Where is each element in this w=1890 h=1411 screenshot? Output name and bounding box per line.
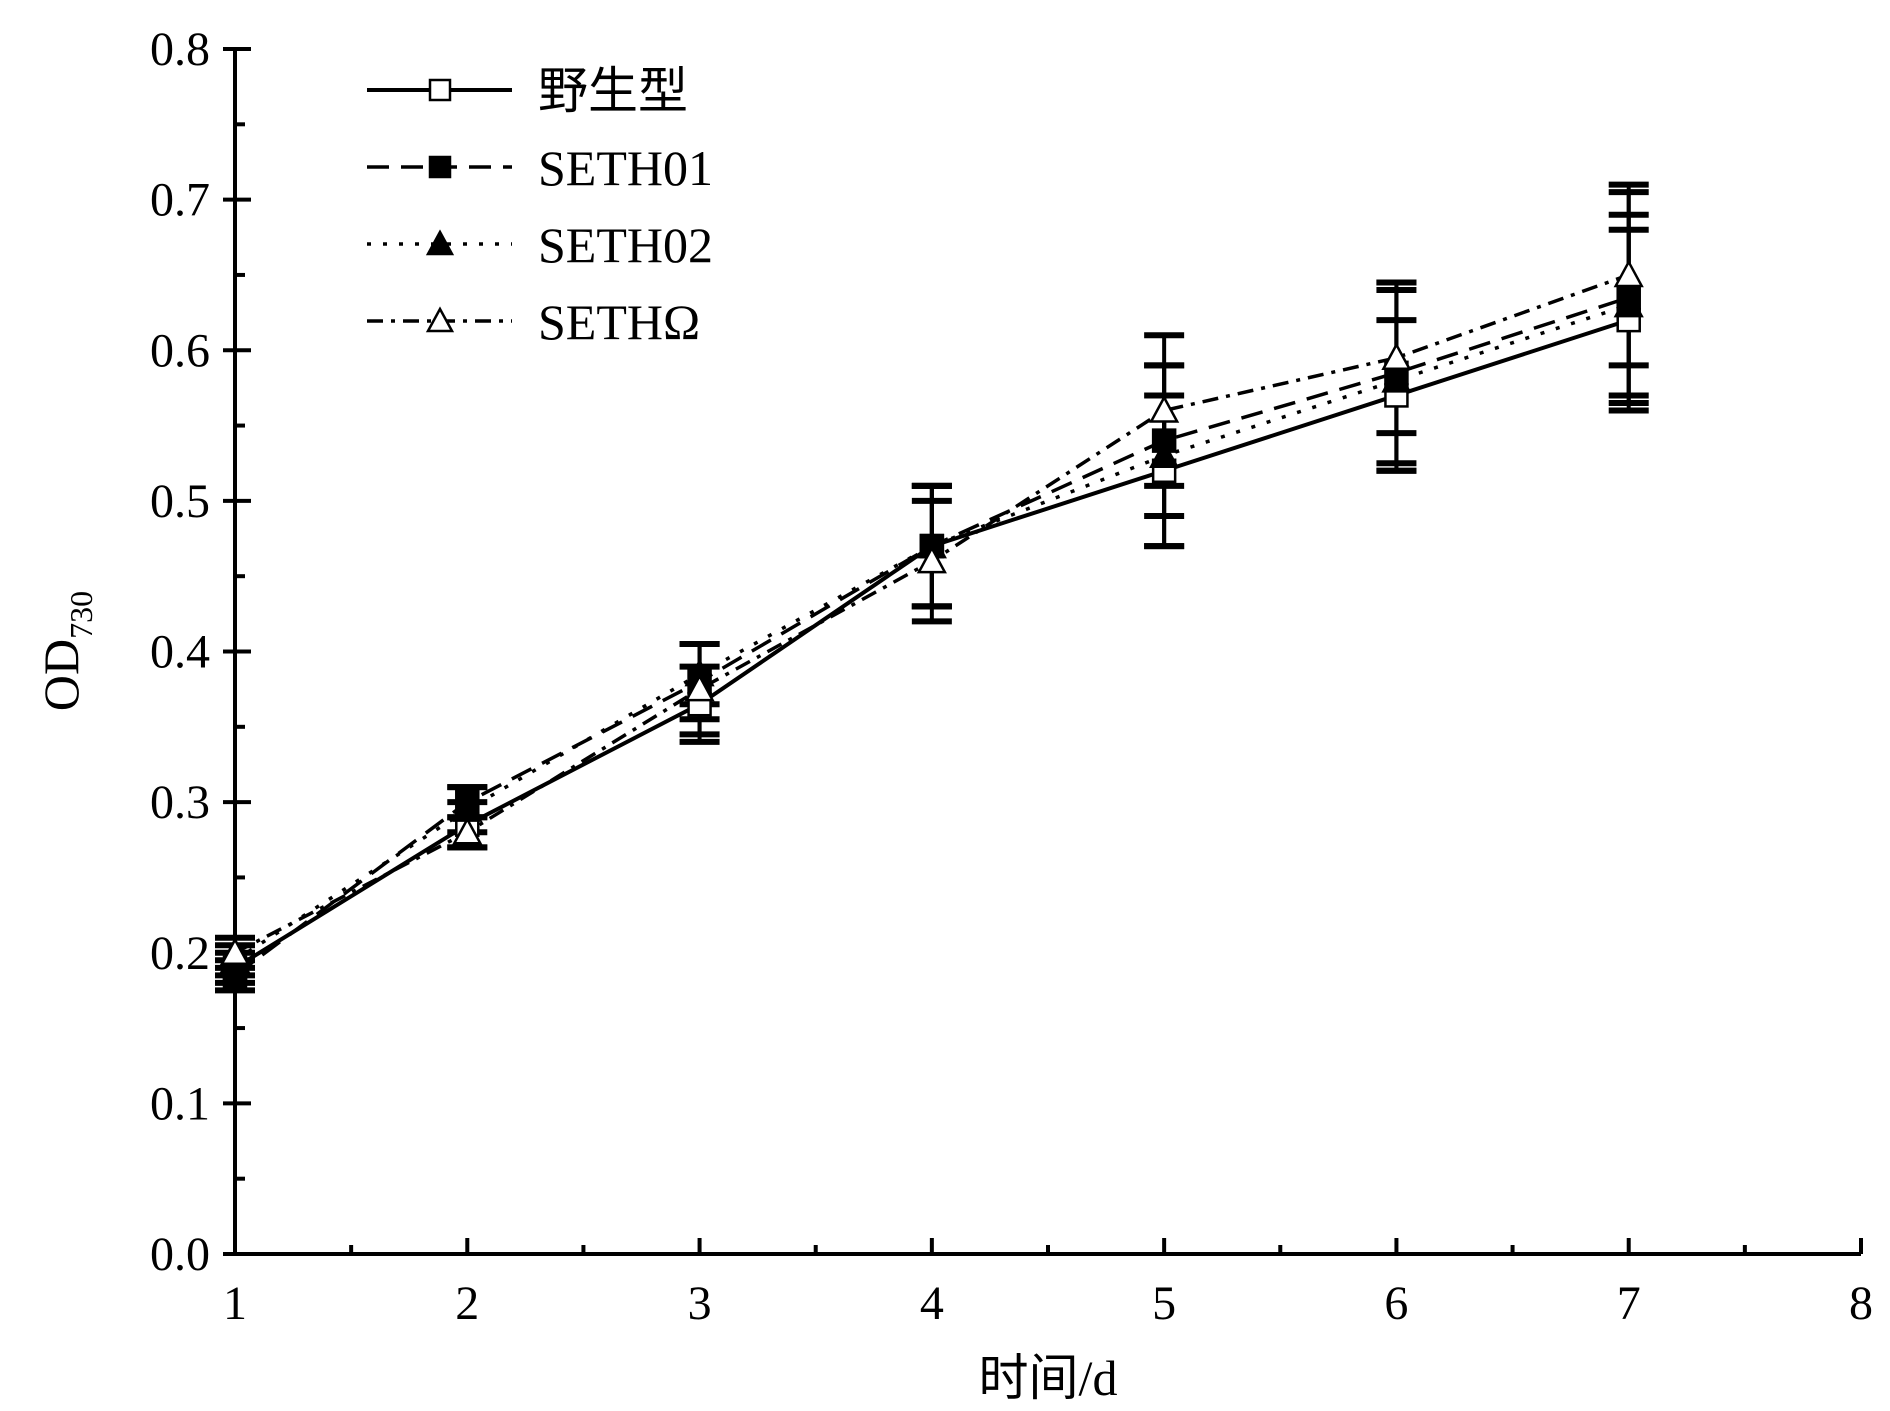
marker-triangle	[916, 545, 947, 574]
y-tick-label: 0.4	[150, 626, 210, 679]
y-tick-label: 0.0	[150, 1228, 210, 1281]
x-tick-label: 2	[455, 1277, 479, 1330]
y-axis-label-sub: 730	[63, 591, 99, 639]
series-line	[234, 303, 1630, 962]
x-tick-label: 4	[920, 1277, 944, 1330]
marker-triangle	[1149, 394, 1180, 423]
legend: 野生型 SETH01 SETH02 SETHΩ	[367, 63, 713, 350]
x-tick-label: 6	[1384, 1277, 1408, 1330]
marker-square	[428, 155, 452, 179]
y-tick-label: 0.2	[150, 927, 210, 980]
legend-label: SETHΩ	[538, 294, 700, 350]
plot-marks	[215, 181, 1649, 994]
legend-label: SETH02	[538, 217, 713, 273]
marker-triangle	[1149, 440, 1180, 468]
marker-triangle	[1613, 289, 1644, 318]
axes: 1 2 3 4 5 6 7 8 0.0 0.1 0.2 0.3 0.4 0.5 0.6 0.7 0.8	[150, 23, 1873, 1330]
marker-triangle	[425, 306, 455, 333]
y-tick-label: 0.7	[150, 174, 210, 227]
y-tick-label: 0.1	[150, 1077, 210, 1130]
y-axis-label: OD730	[33, 591, 99, 711]
marker-triangle	[425, 229, 455, 256]
marker-triangle	[219, 937, 251, 965]
x-tick-label: 7	[1617, 1277, 1641, 1330]
marker-square	[428, 78, 452, 102]
y-tick-label: 0.8	[150, 23, 210, 76]
marker-triangle	[452, 816, 483, 845]
marker-triangle	[1381, 364, 1412, 393]
marker-triangle	[684, 673, 715, 702]
x-axis-label: 时间/d	[979, 1350, 1118, 1406]
x-tick-label: 3	[688, 1277, 712, 1330]
series-line	[233, 295, 1630, 977]
x-tick-label: 1	[223, 1277, 247, 1330]
x-tick-label: 5	[1152, 1277, 1176, 1330]
y-tick-label: 0.6	[150, 324, 210, 377]
marker-triangle	[1381, 342, 1412, 371]
legend-label: 野生型	[538, 63, 688, 119]
y-axis-label-main: OD	[33, 639, 89, 711]
legend-label: SETH01	[538, 140, 713, 196]
y-tick-label: 0.5	[150, 475, 210, 528]
y-tick-label: 0.3	[150, 776, 210, 829]
marker-triangle	[1613, 259, 1644, 288]
series-line	[233, 318, 1630, 970]
x-tick-label: 8	[1849, 1277, 1873, 1330]
